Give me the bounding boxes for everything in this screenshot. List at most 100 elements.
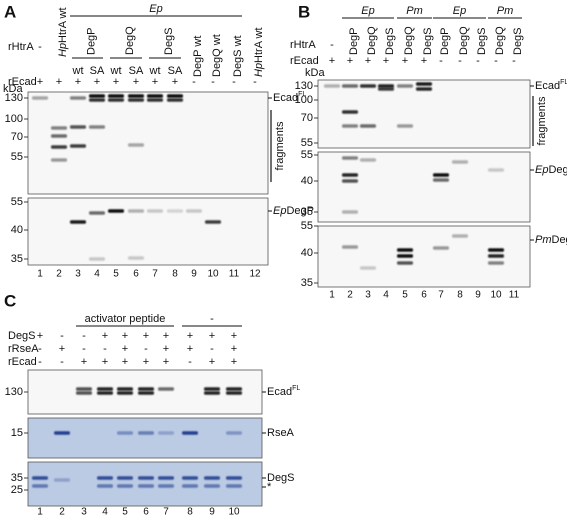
band <box>360 84 376 88</box>
lane-condition: + <box>163 330 169 342</box>
lane-condition: - <box>38 41 42 53</box>
lane-condition: - <box>192 76 196 88</box>
group-header: Ep <box>453 5 466 17</box>
group-header: - <box>210 313 214 325</box>
band <box>51 134 67 138</box>
band <box>70 144 86 148</box>
italic-part: Pm <box>535 234 552 246</box>
band <box>117 476 133 480</box>
band <box>32 476 48 480</box>
lane-condition: + <box>172 76 178 88</box>
band <box>32 484 48 488</box>
band <box>204 391 220 395</box>
band <box>397 254 413 258</box>
marker-label: 100 <box>295 94 313 106</box>
panel-letter: A <box>4 2 16 21</box>
marker-label: 35 <box>11 253 23 265</box>
protease-label: DegP <box>85 27 97 55</box>
band <box>138 387 154 391</box>
lane-condition: + <box>75 76 81 88</box>
band <box>452 160 468 164</box>
lane-number: 1 <box>37 507 43 517</box>
lane-condition: DegP <box>439 27 451 55</box>
band <box>226 431 242 435</box>
marker-label: 35 <box>301 277 313 289</box>
lane-condition: + <box>143 356 149 368</box>
band <box>128 98 144 102</box>
marker-label: 70 <box>301 112 313 124</box>
lane-condition: + <box>81 356 87 368</box>
unit-label: kDa <box>3 83 23 95</box>
text-part: Ecad <box>267 386 292 398</box>
lane-condition: - <box>253 76 257 88</box>
blot-label: fragments <box>536 96 548 145</box>
lane-condition: + <box>421 55 427 67</box>
band <box>54 431 70 435</box>
text-part: HtrA wt <box>57 7 69 42</box>
band <box>226 484 242 488</box>
band <box>378 87 394 91</box>
lane-condition: + <box>365 55 371 67</box>
band <box>117 391 133 395</box>
band <box>342 156 358 160</box>
band <box>204 484 220 488</box>
blot-label: PmDegQ <box>535 234 567 246</box>
lane-condition: + <box>122 330 128 342</box>
lane-number: 9 <box>475 290 481 301</box>
lane-condition: - <box>60 356 64 368</box>
band <box>158 484 174 488</box>
band <box>416 82 432 86</box>
marker-label: 55 <box>11 196 23 208</box>
band <box>89 94 105 98</box>
protease-label: DegQ <box>124 26 136 55</box>
lane-number: 9 <box>191 269 197 280</box>
marker-label: 40 <box>11 224 23 236</box>
lane-condition: + <box>402 55 408 67</box>
lane-number: 6 <box>421 290 427 301</box>
band <box>97 484 113 488</box>
gel <box>27 417 263 459</box>
marker-label: 55 <box>301 220 313 232</box>
blot <box>317 79 531 149</box>
band <box>51 158 67 162</box>
blot-label: * <box>267 481 272 493</box>
band <box>397 124 413 128</box>
lane-condition: DegS wt <box>232 35 244 77</box>
lane-number: 3 <box>75 269 81 280</box>
lane-number: 7 <box>152 269 158 280</box>
lane-number: 10 <box>228 507 240 517</box>
italic-part: Hp <box>57 43 69 57</box>
band <box>226 391 242 395</box>
lane-number: 8 <box>172 269 178 280</box>
lane-number: 2 <box>347 290 353 301</box>
band <box>89 98 105 102</box>
band <box>97 387 113 391</box>
band <box>488 261 504 265</box>
marker-label: 15 <box>11 427 23 439</box>
marker-label: 55 <box>301 149 313 161</box>
lane-condition: + <box>231 330 237 342</box>
lane-number: 5 <box>402 290 408 301</box>
lane-condition: SA <box>168 65 183 77</box>
lane-condition: - <box>38 356 42 368</box>
marker-label: 55 <box>301 137 313 149</box>
lane-condition: DegS <box>512 27 524 55</box>
band <box>342 245 358 249</box>
lane-condition: - <box>60 330 64 342</box>
blot-label: EcadFL <box>535 79 567 92</box>
band <box>342 210 358 214</box>
band <box>117 484 133 488</box>
band <box>128 256 144 260</box>
band <box>32 96 48 100</box>
band <box>204 476 220 480</box>
lane-number: 10 <box>490 290 502 301</box>
band <box>138 484 154 488</box>
band <box>324 84 340 88</box>
band <box>70 220 86 224</box>
lane-condition: SA <box>129 65 144 77</box>
lane-number: 6 <box>143 507 149 517</box>
panel-letter: B <box>298 2 310 21</box>
lane-condition: - <box>211 76 215 88</box>
band <box>76 387 92 391</box>
lane-number: 8 <box>457 290 463 301</box>
